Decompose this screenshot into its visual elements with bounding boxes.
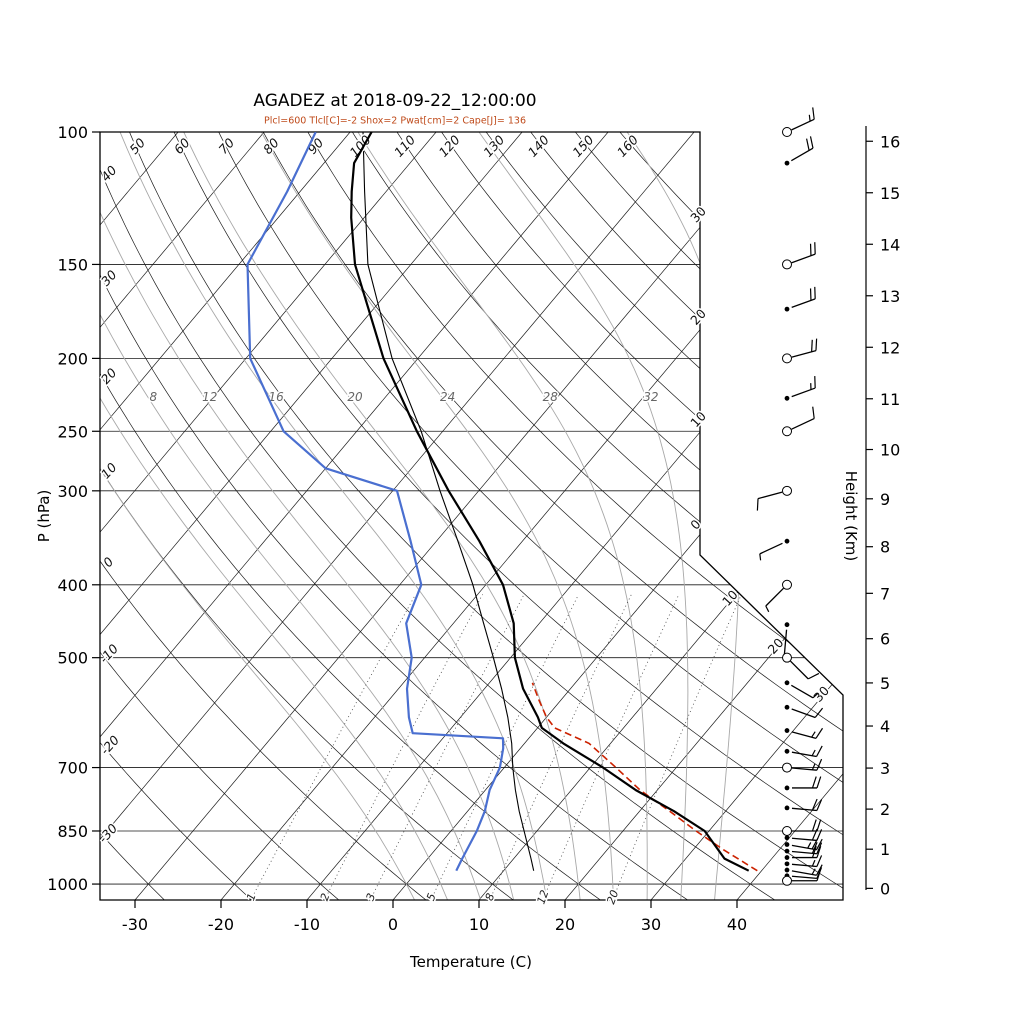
background-grid: [100, 132, 843, 900]
svg-text:10: 10: [880, 441, 900, 460]
svg-text:400: 400: [57, 576, 88, 595]
temperature-axis-label: Temperature (C): [410, 953, 532, 971]
svg-text:60: 60: [171, 135, 193, 157]
svg-text:30: 30: [98, 267, 120, 289]
svg-text:850: 850: [57, 822, 88, 841]
svg-text:4: 4: [880, 717, 890, 736]
svg-text:5: 5: [880, 674, 890, 693]
svg-text:0: 0: [100, 554, 116, 570]
svg-text:-20: -20: [208, 915, 234, 934]
svg-text:12: 12: [880, 338, 900, 357]
svg-text:-30: -30: [95, 821, 120, 846]
svg-text:20: 20: [604, 888, 621, 906]
svg-text:16: 16: [880, 132, 900, 151]
wind-barbs: [756, 107, 824, 886]
svg-text:2: 2: [318, 892, 333, 903]
svg-text:30: 30: [687, 204, 709, 226]
chart-title: AGADEZ at 2018-09-22_12:00:00: [253, 91, 537, 111]
svg-text:20: 20: [347, 390, 363, 404]
svg-text:-10: -10: [294, 915, 320, 934]
svg-text:3: 3: [880, 759, 890, 778]
svg-text:12: 12: [535, 888, 552, 906]
temperature-curve: [350, 132, 750, 872]
svg-text:12: 12: [202, 390, 217, 404]
svg-text:16: 16: [269, 390, 285, 404]
svg-text:14: 14: [880, 235, 900, 254]
svg-text:0: 0: [687, 516, 703, 532]
svg-text:700: 700: [57, 759, 88, 778]
svg-text:10: 10: [98, 460, 120, 482]
chart-subtitle: Plcl=600 Tlcl[C]=-2 Shox=2 Pwat[cm]=2 Ca…: [264, 115, 526, 127]
svg-text:2: 2: [880, 800, 890, 819]
svg-text:30: 30: [641, 915, 661, 934]
svg-text:0: 0: [880, 879, 890, 898]
svg-text:140: 140: [525, 132, 552, 160]
dewpoint-curve: [246, 132, 505, 872]
parcel-curve: [531, 682, 758, 872]
svg-text:8: 8: [880, 538, 890, 557]
wet-bulb-curve: [362, 132, 535, 871]
svg-text:20: 20: [98, 365, 120, 387]
svg-text:1: 1: [880, 840, 890, 859]
svg-text:8: 8: [150, 390, 158, 404]
svg-text:1000: 1000: [47, 875, 88, 894]
svg-text:28: 28: [543, 390, 559, 404]
svg-text:300: 300: [57, 482, 88, 501]
svg-text:8: 8: [483, 892, 498, 903]
svg-text:20: 20: [555, 915, 575, 934]
svg-text:110: 110: [391, 132, 418, 160]
sounding-curves: [246, 132, 758, 872]
svg-text:1: 1: [244, 892, 259, 903]
background-line-labels: 50 60 70 80 90 100 110 120 130 140 150 160403020100…: [94, 131, 834, 908]
svg-text:40: 40: [727, 915, 747, 934]
svg-text:13: 13: [880, 287, 900, 306]
svg-text:5: 5: [424, 892, 439, 903]
svg-text:500: 500: [57, 649, 88, 668]
svg-text:15: 15: [880, 184, 900, 203]
svg-text:250: 250: [57, 422, 88, 441]
svg-text:24: 24: [440, 390, 455, 404]
svg-text:7: 7: [880, 584, 890, 603]
svg-text:80: 80: [260, 135, 282, 157]
svg-text:32: 32: [643, 390, 658, 404]
svg-text:0: 0: [388, 915, 398, 934]
svg-text:100: 100: [57, 123, 88, 142]
svg-text:30: 30: [810, 683, 832, 705]
svg-text:120: 120: [436, 132, 463, 160]
svg-text:-30: -30: [122, 915, 148, 934]
svg-text:150: 150: [569, 132, 596, 160]
svg-text:3: 3: [364, 892, 379, 903]
svg-text:70: 70: [215, 135, 237, 157]
svg-text:200: 200: [57, 349, 88, 368]
svg-text:150: 150: [57, 255, 88, 274]
svg-text:9: 9: [880, 490, 890, 509]
svg-text:160: 160: [614, 132, 641, 160]
plot-frame: [99, 131, 844, 901]
svg-text:10: 10: [687, 408, 709, 430]
svg-text:10: 10: [469, 915, 489, 934]
svg-text:11: 11: [880, 390, 900, 409]
svg-text:40: 40: [98, 162, 120, 184]
svg-text:6: 6: [880, 630, 890, 649]
